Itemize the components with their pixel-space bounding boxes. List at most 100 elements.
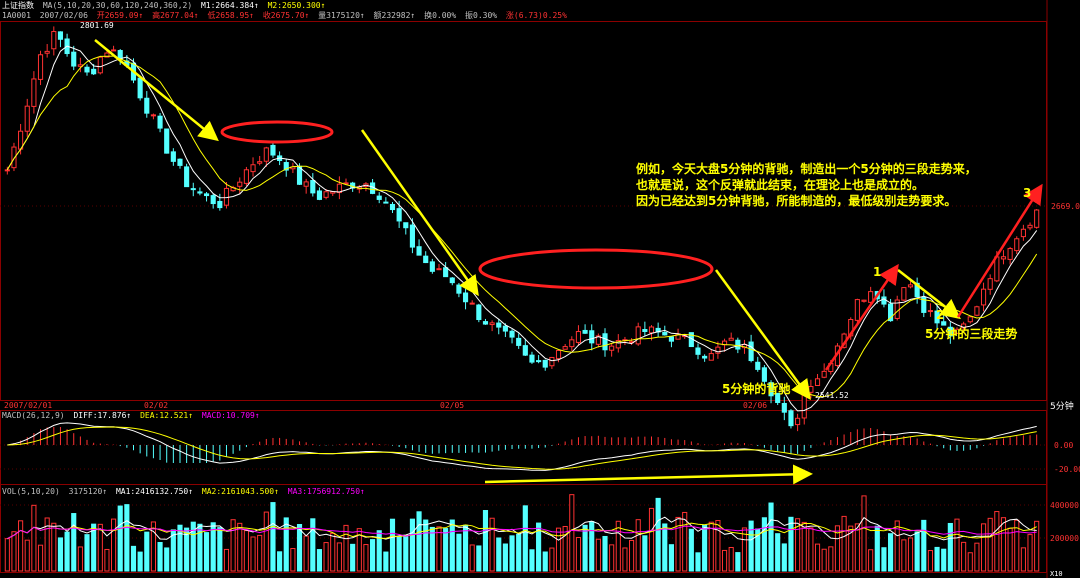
candle-body — [429, 261, 435, 272]
vol-params: VOL(5,10,20) — [2, 487, 60, 496]
volume-bar — [781, 543, 787, 572]
consolidation-ellipse-2 — [478, 248, 714, 290]
volume-bar — [44, 517, 50, 572]
volume-bar — [569, 494, 575, 572]
volume-bar — [476, 545, 482, 572]
candle-body — [416, 246, 422, 256]
macd-tick-1: -20.00 — [1054, 465, 1080, 474]
vol-tick-1: 200000 — [1050, 534, 1079, 543]
macd-value: MACD:10.709↑ — [201, 411, 260, 420]
date-label-1: 2007/02/01 — [4, 401, 52, 410]
candle-body — [502, 325, 508, 332]
candle-body — [569, 339, 575, 348]
candle-body — [748, 341, 754, 362]
candle-body — [516, 337, 522, 346]
volume-bar — [854, 523, 860, 572]
volume-bar — [71, 513, 77, 572]
volume-bar — [941, 548, 947, 572]
candle-body — [821, 370, 827, 378]
volume-bar — [881, 547, 887, 572]
volume-bar — [436, 526, 442, 572]
volume-bar — [848, 525, 854, 572]
volume-bar — [4, 538, 10, 572]
volume-bar — [549, 547, 555, 572]
candle-body — [137, 77, 143, 99]
volume-bar — [130, 545, 137, 572]
annotation-paragraph: 例如，今天大盘5分钟的背驰，制造出一个5分钟的三段走势来， 也就是说，这个反弹就… — [636, 161, 977, 209]
candle-body — [542, 359, 548, 368]
candle-body — [974, 306, 980, 316]
volume-bar — [715, 520, 721, 572]
volume-ma-line — [7, 516, 1037, 541]
candle-body — [91, 68, 97, 75]
candle-body — [642, 329, 648, 332]
candle-body — [177, 158, 183, 166]
candle-body — [648, 326, 655, 334]
volume-bar — [921, 519, 927, 572]
volume-bar — [496, 537, 502, 572]
volume-bar — [994, 511, 1000, 572]
volume-bar — [954, 518, 960, 572]
volume-bar — [443, 528, 449, 572]
candle-body — [788, 410, 794, 427]
volume-bar — [31, 504, 37, 572]
candle-body — [210, 195, 216, 205]
volume-bar — [894, 520, 900, 572]
vol-tick-0: 400000 — [1050, 501, 1079, 510]
volume-bar — [934, 546, 940, 572]
three-segment-label: 5分钟的三段走势 — [925, 327, 1018, 341]
candle-body — [469, 302, 475, 305]
volume-bar — [217, 527, 223, 572]
macd-histogram — [7, 422, 1038, 471]
candle-body — [203, 193, 210, 197]
candle-body — [84, 66, 90, 73]
volume-bar — [350, 543, 356, 572]
volume-bar — [316, 549, 323, 572]
volume-bar — [203, 532, 210, 572]
moving-averages — [6, 45, 1038, 412]
volume-bar — [296, 524, 303, 572]
volume-bar — [828, 546, 834, 572]
candle-body — [609, 345, 615, 351]
volume-bar — [24, 539, 30, 572]
macd-params: MACD(26,12,9) — [2, 411, 65, 420]
volume-bar — [582, 524, 588, 572]
index-code: 1A0001 — [2, 11, 31, 20]
volume-bar — [111, 518, 117, 572]
candle-body — [190, 188, 196, 191]
volume-bar — [768, 502, 774, 572]
volume-bar — [177, 524, 183, 572]
macd-tick-0: 0.00 — [1054, 441, 1073, 450]
bar-date: 2007/02/06 — [39, 11, 88, 20]
volume-bar — [210, 522, 216, 572]
candle-body — [144, 97, 150, 114]
volume-bar — [688, 528, 694, 572]
volume-bar — [821, 548, 827, 572]
open-value: 开2659.09↑ — [96, 11, 144, 20]
volume-bar — [37, 544, 44, 572]
candle-body — [263, 147, 269, 162]
volume-bar — [336, 542, 342, 572]
turnover-value: 换0.00% — [424, 11, 457, 20]
volume-bar — [974, 542, 980, 572]
candle-body — [449, 277, 455, 284]
volume-bar — [509, 535, 515, 572]
candle-body — [814, 378, 821, 386]
candle-body — [695, 347, 701, 355]
annotation-line-3: 因为已经达到5分钟背驰，所能制造的，最低级别走势要求。 — [636, 194, 957, 208]
volume-bar — [243, 530, 249, 572]
volume-bar — [967, 552, 973, 572]
trend-arrows-yellow — [94, 39, 961, 485]
volume-bar — [18, 520, 24, 572]
candle-body — [941, 321, 947, 326]
volume-bar — [589, 521, 595, 572]
volume-bar — [914, 531, 920, 572]
volume-bar — [51, 522, 57, 572]
volume-bar — [150, 521, 156, 572]
candle-body — [316, 190, 323, 200]
volume-bar — [197, 523, 203, 572]
candle-body — [1000, 256, 1007, 260]
volume-bar — [728, 546, 734, 572]
volume-bar — [961, 541, 967, 572]
